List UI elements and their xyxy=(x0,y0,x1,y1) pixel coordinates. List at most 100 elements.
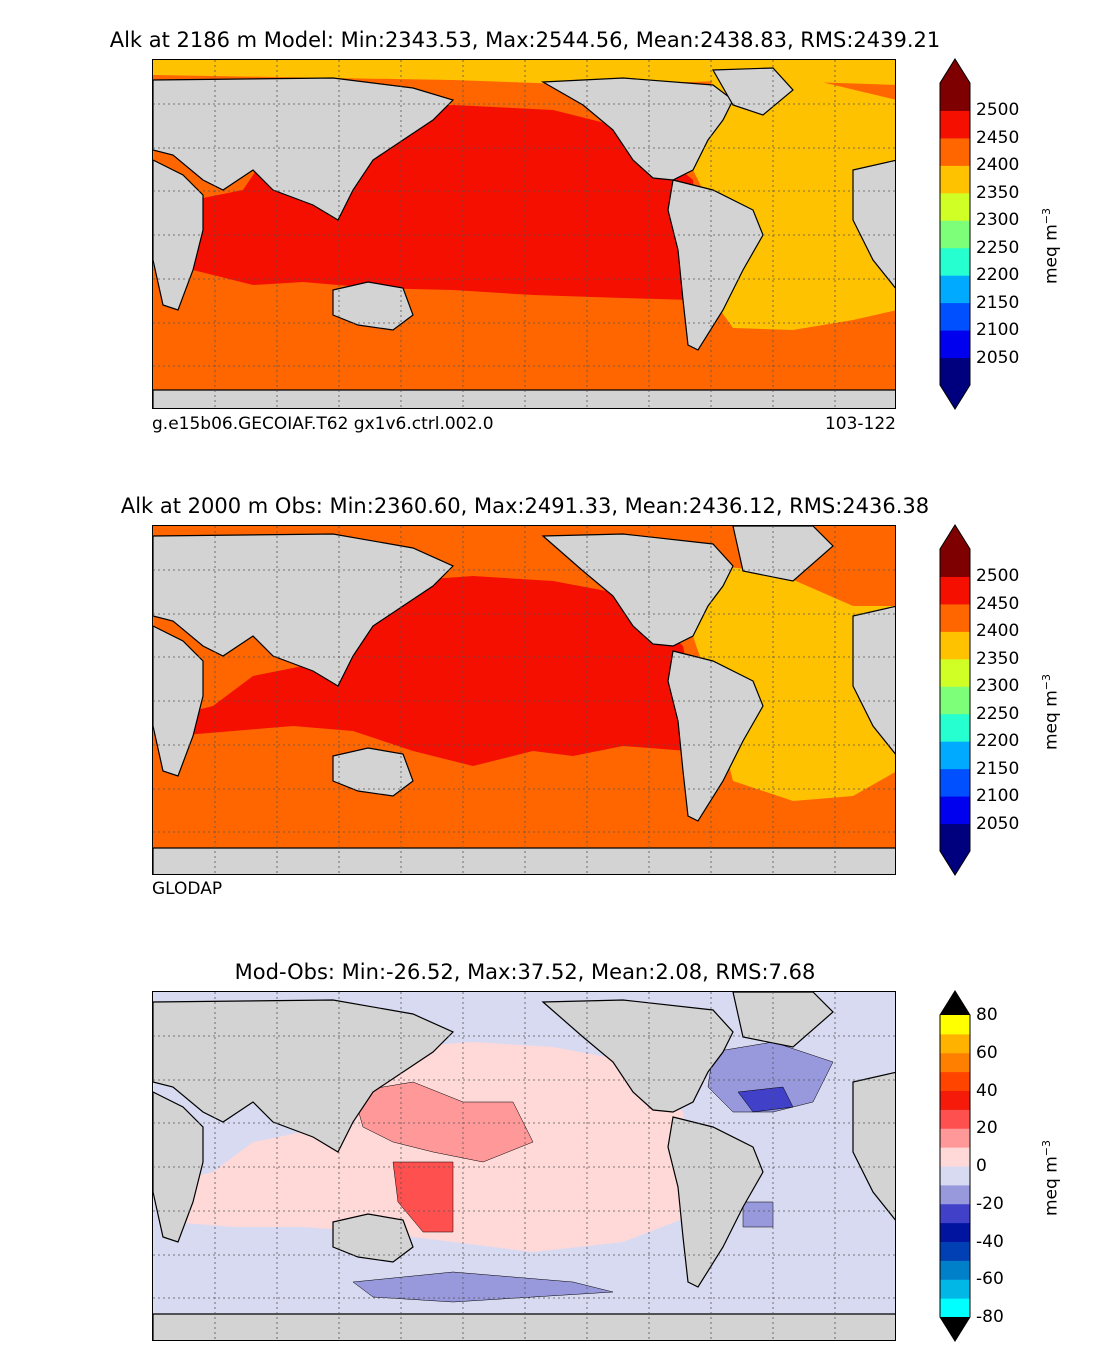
colorbar-segment xyxy=(940,576,970,605)
graticule xyxy=(153,60,895,408)
land-north-america xyxy=(540,77,734,181)
colorbar-tick-label: 60 xyxy=(976,1042,998,1063)
colorbar-segment xyxy=(940,1128,970,1148)
graticule xyxy=(153,992,895,1340)
colorbar-label-text: meq m xyxy=(1041,1156,1062,1216)
land-masses xyxy=(153,526,895,874)
colorbar-segment xyxy=(940,1033,970,1054)
map-diff-svg xyxy=(153,992,895,1340)
colorbar-segment xyxy=(940,1109,970,1129)
map-obs xyxy=(152,525,896,875)
colorbar-tick-label: 2400 xyxy=(976,621,1020,642)
land-greenland xyxy=(711,67,794,116)
map-diff xyxy=(152,991,896,1341)
colorbar-tick-label: 2300 xyxy=(976,676,1020,697)
colorbar-tick-label: 2100 xyxy=(976,320,1020,341)
colorbar-segment xyxy=(940,1166,970,1186)
map-obs-svg xyxy=(153,526,895,874)
colorbar-segment xyxy=(940,1222,970,1242)
colorbar-tick-label: 2250 xyxy=(976,703,1020,724)
colorbar-label: meq m−3 xyxy=(1040,208,1062,284)
ocean-indo-pacific xyxy=(173,576,693,766)
colorbar-tick-label: 2100 xyxy=(976,786,1020,807)
colorbar-tick-label: 2250 xyxy=(976,237,1020,258)
land-africa-east xyxy=(852,1071,895,1221)
colorbar-tick-label: 2400 xyxy=(976,155,1020,176)
land-north-america xyxy=(541,999,734,1113)
land-antarctica xyxy=(153,389,895,408)
colorbar-extend-max xyxy=(940,525,970,549)
map-model xyxy=(152,59,896,409)
colorbar-tick-label: 20 xyxy=(976,1118,998,1139)
colorbar-segment xyxy=(940,165,970,194)
land-greenland xyxy=(732,992,834,1048)
colorbar-segment xyxy=(940,603,970,632)
colorbar-tick-label: 2450 xyxy=(976,593,1020,614)
colorbar-extend-min xyxy=(940,1317,970,1341)
panel-model-title: Alk at 2186 m Model: Min:2343.53, Max:25… xyxy=(109,28,941,52)
colorbar-segment xyxy=(940,796,970,825)
anomaly-southern-band xyxy=(352,1271,614,1303)
land-south-america xyxy=(667,650,764,822)
land-masses xyxy=(153,67,895,408)
colorbar-segment xyxy=(940,1184,970,1205)
colorbar-segment xyxy=(940,83,970,111)
colorbar-tick-label: 2500 xyxy=(976,100,1020,121)
colorbar-segment xyxy=(940,302,970,331)
colorbar-segment xyxy=(940,1090,970,1110)
colorbar-segment xyxy=(940,1298,970,1318)
colorbar-segment xyxy=(940,823,970,852)
colorbar-svg xyxy=(939,58,971,410)
colorbar-label: meq m−3 xyxy=(1040,674,1062,750)
colorbar-segment xyxy=(940,1241,970,1261)
colorbar-tick-label: 2050 xyxy=(976,347,1020,368)
colorbar-obs: 2500 2450 2400 2350 2300 2250 2200 2150 2100 2050… xyxy=(939,524,1062,876)
colorbar-segment xyxy=(940,247,970,276)
colorbar-tick-label: 40 xyxy=(976,1080,998,1101)
colorbar-segment xyxy=(940,1203,970,1224)
anomaly-north-atlantic-core xyxy=(737,1086,794,1113)
land-south-america xyxy=(667,1116,764,1288)
colorbar-model: 2500 2450 2400 2350 2300 2250 2200 2150 2100 2050… xyxy=(939,58,1062,410)
colorbar-svg xyxy=(939,990,971,1342)
colorbar-segment xyxy=(940,1279,970,1299)
land-eurasia xyxy=(153,533,455,687)
colorbar-tick-label: -40 xyxy=(976,1231,1004,1252)
land-antarctica xyxy=(153,1313,895,1340)
colorbar-label-text: meq m xyxy=(1041,224,1062,284)
colorbar-segment xyxy=(940,220,970,249)
colorbar-tick-label: 2450 xyxy=(976,127,1020,148)
colorbar-segment xyxy=(940,1071,970,1091)
colorbar-tick-label: 2500 xyxy=(976,566,1020,587)
colorbar-outline xyxy=(939,524,971,876)
colorbar-segment xyxy=(940,330,970,359)
colorbar-segment xyxy=(940,192,970,221)
colorbar-segment xyxy=(940,137,970,166)
graticule xyxy=(153,526,895,874)
land-africa-east xyxy=(852,159,895,289)
colorbar-tick-label: 2350 xyxy=(976,648,1020,669)
land-masses xyxy=(153,992,895,1340)
colorbar-segment xyxy=(940,713,970,742)
land-australia xyxy=(332,1213,414,1263)
land-greenland xyxy=(732,526,834,582)
colorbar-extend-min xyxy=(940,851,970,875)
colorbar-segment xyxy=(940,357,970,386)
colorbar-tick-label: 2350 xyxy=(976,182,1020,203)
colorbar-label-exponent: −3 xyxy=(1040,1140,1053,1157)
anomaly-south-atlantic xyxy=(742,1201,774,1228)
colorbar-segment xyxy=(940,658,970,687)
panel-model-caption-right: 103-122 xyxy=(824,414,896,434)
colorbar-tick-label: 2150 xyxy=(976,292,1020,313)
colorbar-label-exponent: −3 xyxy=(1040,674,1053,691)
colorbar-tick-label: -60 xyxy=(976,1269,1004,1290)
land-antarctica xyxy=(153,847,895,874)
colorbar-segment xyxy=(940,631,970,660)
colorbar-outline xyxy=(939,990,971,1342)
colorbar-tick-label: 0 xyxy=(976,1156,987,1176)
colorbar-extend-min xyxy=(940,385,970,409)
colorbar-tick-label: 2300 xyxy=(976,210,1020,231)
land-south-america xyxy=(667,179,764,351)
colorbar-extend-max xyxy=(940,59,970,83)
colorbar-segment xyxy=(940,1260,970,1280)
